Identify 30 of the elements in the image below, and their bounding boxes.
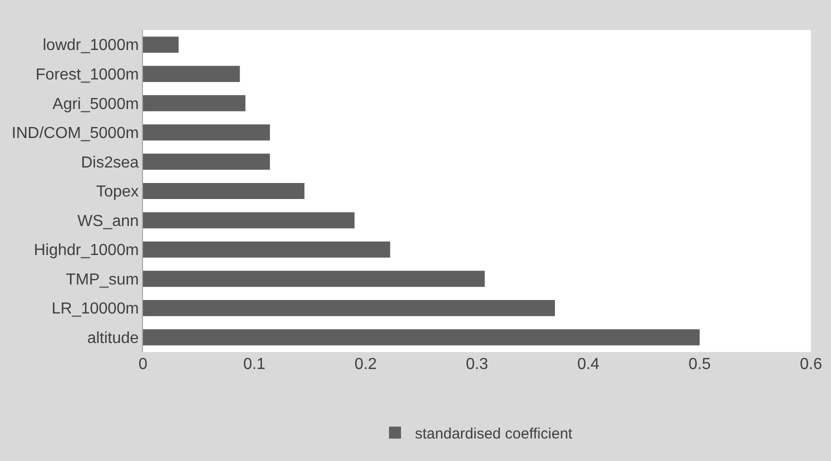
y-tick-label: Dis2sea <box>80 154 139 172</box>
y-tick-label: Topex <box>96 184 139 201</box>
x-tick-label: 0 <box>138 356 148 373</box>
bar <box>143 36 179 53</box>
y-tick-label: WS_ann <box>77 212 139 230</box>
y-tick-label: LR_10000m <box>52 300 139 318</box>
bar <box>143 154 270 170</box>
x-tick-label: 0.3 <box>466 356 488 373</box>
x-tick-label: 0.5 <box>688 356 711 373</box>
x-tick-label: 0.2 <box>354 356 377 373</box>
legend-label: standardised coefficient <box>415 426 574 442</box>
x-tick-label: 0.6 <box>800 356 822 373</box>
bar <box>143 270 485 287</box>
x-tick-label: 0.4 <box>577 356 600 373</box>
y-tick-label: lowdr_1000m <box>42 37 139 54</box>
bar <box>143 329 700 346</box>
y-tick-label: TMP_sum <box>66 271 139 288</box>
y-tick-label: Agri_5000m <box>52 96 139 113</box>
y-tick-label: altitude <box>87 330 139 347</box>
bar <box>143 212 355 228</box>
x-tick-label: 0.1 <box>243 356 266 373</box>
bar <box>143 242 390 258</box>
y-tick-label: Forest_1000m <box>36 66 139 84</box>
bar <box>143 124 270 140</box>
bar <box>143 95 246 112</box>
bar <box>143 66 240 82</box>
y-tick-label: Highdr_1000m <box>34 242 139 260</box>
y-tick-label: IND/COM_5000m <box>12 125 139 142</box>
bar <box>143 182 304 200</box>
bar <box>143 300 555 316</box>
